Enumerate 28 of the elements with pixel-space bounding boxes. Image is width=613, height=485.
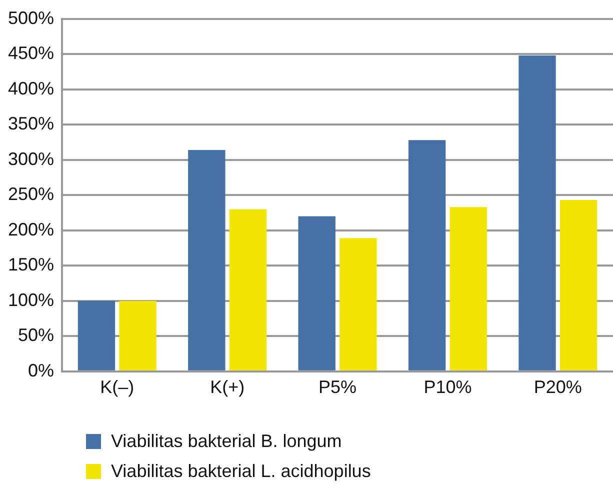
y-tick-label: 100% — [8, 290, 54, 310]
bar — [229, 209, 267, 370]
y-tick-label: 500% — [8, 8, 54, 28]
legend-label: Viabilitas bakterial L. acidhopilus — [111, 460, 371, 482]
y-tick-label: 450% — [8, 43, 54, 64]
x-tick-label: K(–) — [100, 377, 134, 398]
x-tick-label: P5% — [318, 377, 357, 398]
x-tick-label: P20% — [534, 377, 582, 398]
bar — [560, 200, 598, 370]
y-tick-label: 200% — [8, 219, 54, 240]
bar — [450, 207, 487, 370]
y-tick-label: 50% — [18, 325, 54, 346]
y-tick-label: 350% — [8, 114, 54, 134]
bar — [340, 238, 377, 370]
bar — [119, 300, 156, 370]
y-tick-label: 300% — [8, 148, 54, 169]
bar — [408, 140, 446, 370]
x-tick-label: P10% — [424, 377, 472, 398]
bar — [298, 216, 336, 370]
y-tick-label: 0% — [28, 360, 54, 380]
x-tick-label: K(+) — [210, 377, 245, 398]
bar — [78, 300, 116, 370]
y-tick-label: 400% — [8, 78, 54, 98]
y-tick-label: 150% — [8, 254, 54, 275]
bar — [518, 55, 556, 370]
bar — [188, 150, 226, 370]
y-tick-label: 250% — [8, 184, 54, 204]
legend-label: Viabilitas bakterial B. longum — [111, 430, 342, 452]
